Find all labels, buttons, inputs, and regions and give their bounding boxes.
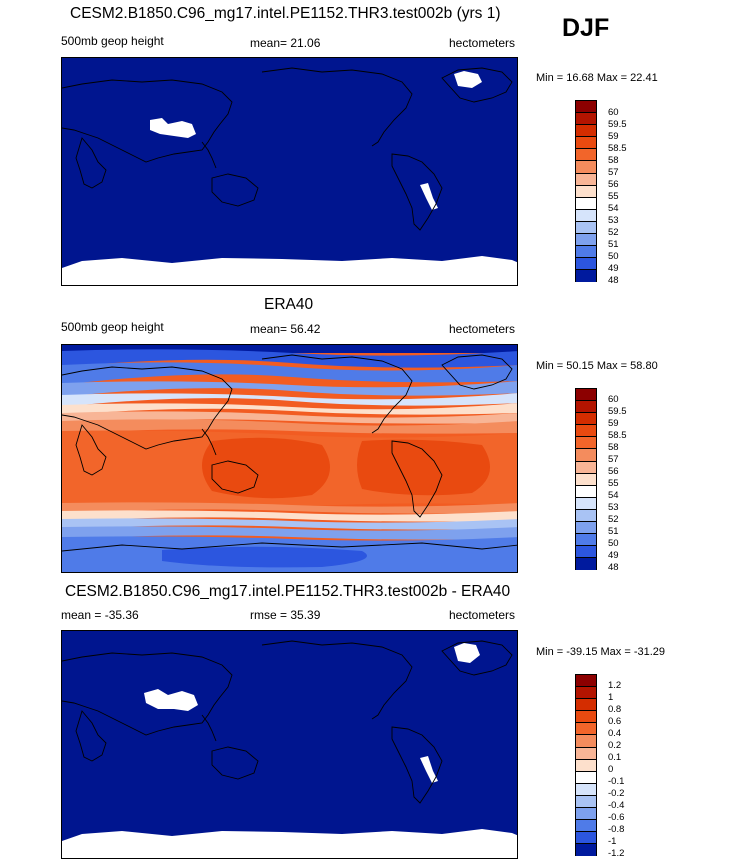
panel-3-cb-label: -1.2 bbox=[608, 848, 625, 859]
panel-3-cb-label: 0 bbox=[608, 764, 614, 775]
panel-2-cb-label: 59 bbox=[608, 418, 619, 429]
panel-2-cb-label: 50 bbox=[608, 538, 619, 549]
panel-3-minmax: Min = -39.15 Max = -31.29 bbox=[536, 646, 666, 658]
panel-1-cb-label: 56 bbox=[608, 179, 619, 190]
panel-2-mean-label: mean= 56.42 bbox=[250, 322, 321, 336]
panel-1-cb-label: 53 bbox=[608, 215, 619, 226]
panel-1-cb-label: 52 bbox=[608, 227, 619, 238]
panel-3-cb-label: -0.2 bbox=[608, 788, 625, 799]
panel-1-cb-label: 48 bbox=[608, 275, 619, 286]
panel-3-missing-tibet bbox=[144, 689, 198, 711]
panel-1-cb-label: 59 bbox=[608, 131, 619, 142]
panel-1-cb-label: 51 bbox=[608, 239, 619, 250]
panel-2-contour-bands bbox=[62, 345, 517, 572]
panel-1-cb-label: 60 bbox=[608, 107, 619, 118]
panel-2-cb-label: 57 bbox=[608, 454, 619, 465]
panel-1-title: CESM2.B1850.C96_mg17.intel.PE1152.THR3.t… bbox=[70, 5, 501, 22]
panel-2-cb-label: 54 bbox=[608, 490, 619, 501]
panel-1-colorbar bbox=[575, 100, 597, 283]
panel-3-cb-label: 1.2 bbox=[608, 680, 622, 691]
panel-2-units-label: hectometers bbox=[449, 322, 516, 336]
panel-2-coastlines bbox=[62, 354, 517, 552]
season-label: DJF bbox=[562, 14, 610, 42]
panel-2-cb-label: 60 bbox=[608, 394, 619, 405]
panel-3-cb-label: -0.6 bbox=[608, 812, 625, 823]
panel-2-cb-label: 48 bbox=[608, 562, 619, 573]
panel-3-cb-label: 0.2 bbox=[608, 740, 622, 751]
panel-3-cb-label: 0.6 bbox=[608, 716, 622, 727]
panel-1-missing-tibet bbox=[150, 118, 196, 138]
panel-3-cb-label: -0.1 bbox=[608, 776, 625, 787]
panel-1-missing-greenland bbox=[454, 71, 482, 88]
panel-3-cb-label: -1 bbox=[608, 836, 617, 847]
panel-3-rmse-label: rmse = 35.39 bbox=[250, 608, 321, 622]
panel-3-coastlines bbox=[62, 640, 513, 804]
panel-3-missing-antarctica bbox=[62, 829, 517, 858]
panel-1-missing-andes bbox=[420, 183, 438, 210]
panel-3-cb-label: 1 bbox=[608, 692, 614, 703]
panel-2-cb-label: 59.5 bbox=[608, 406, 627, 417]
panel-2-cb-label: 52 bbox=[608, 514, 619, 525]
panel-3-missing-greenland bbox=[454, 643, 480, 663]
panel-1-cb-label: 54 bbox=[608, 203, 619, 214]
panel-2-title: ERA40 bbox=[264, 296, 314, 313]
panel-2-colorbar bbox=[575, 388, 597, 571]
panel-3-units-label: hectometers bbox=[449, 608, 516, 622]
panel-1-cb-label: 59.5 bbox=[608, 119, 627, 130]
panel-1-missing-antarctica bbox=[62, 256, 517, 285]
panel-2-cb-label: 56 bbox=[608, 466, 619, 477]
panel-1-cb-label: 58.5 bbox=[608, 143, 627, 154]
panel-3-mean-label: mean = -35.36 bbox=[61, 608, 139, 622]
panel-1-minmax: Min = 16.68 Max = 22.41 bbox=[536, 72, 658, 84]
panel-3-cb-label: 0.4 bbox=[608, 728, 622, 739]
panel-1-cb-label: 55 bbox=[608, 191, 619, 202]
panel-2-cb-label: 51 bbox=[608, 526, 619, 537]
panel-1-units-label: hectometers bbox=[449, 36, 516, 50]
panel-1-cb-label: 57 bbox=[608, 167, 619, 178]
panel-1-mean-label: mean= 21.06 bbox=[250, 36, 321, 50]
panel-1-cb-label: 50 bbox=[608, 251, 619, 262]
panel-1-cb-label: 58 bbox=[608, 155, 619, 166]
panel-3-cb-label: 0.8 bbox=[608, 704, 622, 715]
panel-3-title: CESM2.B1850.C96_mg17.intel.PE1152.THR3.t… bbox=[65, 583, 511, 600]
panel-3-cb-label: 0.1 bbox=[608, 752, 622, 763]
panel-3-colorbar bbox=[575, 674, 597, 857]
panel-2-cb-label: 53 bbox=[608, 502, 619, 513]
panel-1-field-label: 500mb geop height bbox=[61, 34, 164, 48]
panel-1-coastlines bbox=[62, 67, 513, 231]
panel-3-map bbox=[61, 630, 518, 859]
panel-2-cb-label: 58 bbox=[608, 442, 619, 453]
panel-3-cb-label: -0.4 bbox=[608, 800, 625, 811]
panel-1-map bbox=[61, 57, 518, 286]
panel-2-field-label: 500mb geop height bbox=[61, 320, 164, 334]
panel-2-minmax: Min = 50.15 Max = 58.80 bbox=[536, 360, 658, 372]
panel-3-missing-andes bbox=[420, 756, 438, 783]
panel-2-cb-label: 58.5 bbox=[608, 430, 627, 441]
panel-1-cb-label: 49 bbox=[608, 263, 619, 274]
panel-2-map bbox=[61, 344, 518, 573]
panel-2-cb-label: 55 bbox=[608, 478, 619, 489]
panel-3-cb-label: -0.8 bbox=[608, 824, 625, 835]
panel-2-cb-label: 49 bbox=[608, 550, 619, 561]
